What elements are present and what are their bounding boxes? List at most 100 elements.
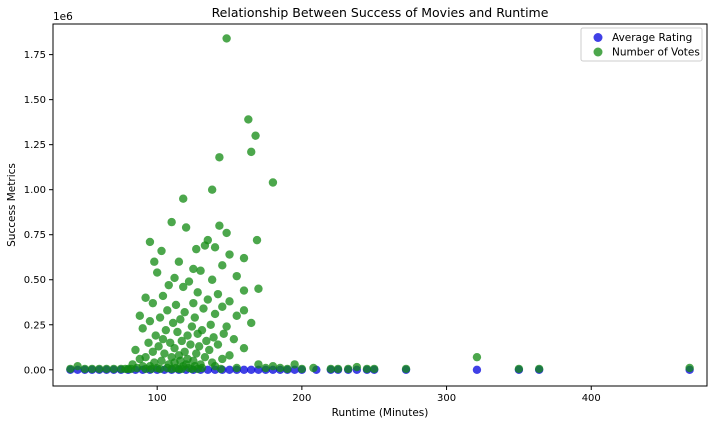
data-point-number-of-votes bbox=[135, 311, 145, 320]
data-point-number-of-votes bbox=[239, 343, 249, 353]
data-point-number-of-votes bbox=[109, 364, 118, 374]
data-point-number-of-votes bbox=[225, 250, 234, 259]
legend-label-average-rating: Average Rating bbox=[612, 32, 692, 44]
plot-frame bbox=[52, 23, 708, 387]
data-point-number-of-votes bbox=[161, 325, 171, 335]
data-point-number-of-votes bbox=[333, 364, 343, 374]
data-point-number-of-votes bbox=[147, 364, 156, 374]
data-point-average-rating bbox=[472, 365, 482, 374]
data-point-number-of-votes bbox=[126, 364, 136, 374]
data-point-number-of-votes bbox=[193, 364, 202, 374]
data-point-number-of-votes bbox=[148, 347, 158, 356]
data-point-number-of-votes bbox=[297, 364, 307, 374]
data-point-number-of-votes bbox=[150, 257, 159, 266]
data-point-number-of-votes bbox=[199, 304, 208, 313]
legend-marker-average-rating bbox=[593, 33, 603, 42]
data-point-number-of-votes bbox=[141, 293, 150, 302]
data-point-number-of-votes bbox=[157, 246, 166, 256]
y-tick-label: 0.50 bbox=[24, 275, 46, 286]
data-point-number-of-votes bbox=[189, 264, 198, 274]
data-point-number-of-votes bbox=[268, 361, 278, 371]
series-number-of-votes bbox=[66, 34, 694, 374]
data-point-number-of-votes bbox=[145, 237, 155, 247]
data-point-number-of-votes bbox=[210, 243, 220, 252]
data-point-number-of-votes bbox=[151, 331, 160, 340]
data-point-number-of-votes bbox=[181, 223, 191, 232]
data-point-average-rating bbox=[239, 365, 249, 374]
data-point-number-of-votes bbox=[222, 34, 231, 43]
data-point-number-of-votes bbox=[370, 364, 379, 374]
x-tick-label: 300 bbox=[437, 393, 456, 404]
data-point-number-of-votes bbox=[222, 228, 231, 238]
data-point-number-of-votes bbox=[158, 334, 168, 344]
data-point-number-of-votes bbox=[155, 364, 165, 374]
data-point-number-of-votes bbox=[157, 356, 166, 365]
data-point-number-of-votes bbox=[145, 316, 155, 326]
data-point-number-of-votes bbox=[222, 322, 231, 331]
data-point-number-of-votes bbox=[225, 351, 234, 360]
data-point-number-of-votes bbox=[192, 349, 201, 358]
data-point-number-of-votes bbox=[170, 343, 179, 353]
data-point-number-of-votes bbox=[247, 318, 256, 328]
data-point-number-of-votes bbox=[154, 342, 163, 351]
data-point-number-of-votes bbox=[179, 282, 188, 292]
data-point-number-of-votes bbox=[401, 364, 411, 374]
data-point-number-of-votes bbox=[218, 354, 227, 364]
data-point-number-of-votes bbox=[232, 363, 241, 373]
data-point-number-of-votes bbox=[164, 280, 173, 290]
data-point-number-of-votes bbox=[326, 364, 336, 374]
data-point-number-of-votes bbox=[171, 300, 181, 310]
data-point-number-of-votes bbox=[173, 327, 182, 337]
data-point-number-of-votes bbox=[213, 340, 223, 349]
data-point-number-of-votes bbox=[472, 352, 482, 362]
data-point-number-of-votes bbox=[66, 364, 75, 374]
data-point-number-of-votes bbox=[218, 261, 227, 270]
data-point-number-of-votes bbox=[167, 217, 176, 227]
data-point-number-of-votes bbox=[174, 257, 184, 266]
data-point-number-of-votes bbox=[202, 336, 211, 346]
data-point-number-of-votes bbox=[196, 266, 205, 275]
data-point-number-of-votes bbox=[189, 298, 198, 308]
y-tick-label: 1.50 bbox=[24, 95, 46, 106]
data-point-number-of-votes bbox=[534, 364, 544, 374]
y-tick-label: 1.25 bbox=[24, 140, 46, 151]
data-point-number-of-votes bbox=[203, 235, 213, 245]
data-point-number-of-votes bbox=[121, 364, 130, 374]
data-point-number-of-votes bbox=[186, 340, 195, 349]
data-point-number-of-votes bbox=[73, 361, 82, 371]
y-tick-label: 0.00 bbox=[24, 365, 46, 376]
data-point-number-of-votes bbox=[232, 311, 241, 320]
data-point-number-of-votes bbox=[254, 360, 263, 369]
data-point-number-of-votes bbox=[290, 360, 299, 369]
data-point-number-of-votes bbox=[213, 289, 223, 299]
data-point-number-of-votes bbox=[207, 185, 217, 194]
data-point-number-of-votes bbox=[80, 364, 90, 374]
data-point-number-of-votes bbox=[239, 286, 249, 295]
data-point-number-of-votes bbox=[219, 329, 228, 338]
data-point-number-of-votes bbox=[183, 331, 192, 340]
data-point-number-of-votes bbox=[210, 309, 220, 319]
data-point-number-of-votes bbox=[163, 306, 172, 315]
data-point-number-of-votes bbox=[309, 363, 318, 373]
data-point-number-of-votes bbox=[187, 364, 197, 374]
data-point-number-of-votes bbox=[207, 275, 217, 284]
data-point-average-rating bbox=[225, 365, 234, 374]
data-point-number-of-votes bbox=[177, 364, 186, 374]
data-point-number-of-votes bbox=[203, 295, 213, 304]
y-axis-label: Success Metrics bbox=[6, 163, 18, 247]
data-point-number-of-votes bbox=[283, 364, 292, 374]
data-point-number-of-votes bbox=[216, 364, 226, 374]
data-point-number-of-votes bbox=[247, 147, 256, 157]
y-tick-label: 0.75 bbox=[24, 230, 46, 241]
data-point-number-of-votes bbox=[206, 320, 215, 329]
x-tick-label: 200 bbox=[292, 393, 311, 404]
x-tick-label: 400 bbox=[582, 393, 601, 404]
point-layer bbox=[66, 34, 694, 374]
data-point-number-of-votes bbox=[190, 313, 199, 322]
data-point-number-of-votes bbox=[102, 364, 111, 374]
data-point-number-of-votes bbox=[252, 235, 262, 245]
data-point-number-of-votes bbox=[176, 315, 185, 324]
data-point-number-of-votes bbox=[232, 271, 241, 281]
data-point-number-of-votes bbox=[193, 288, 202, 297]
